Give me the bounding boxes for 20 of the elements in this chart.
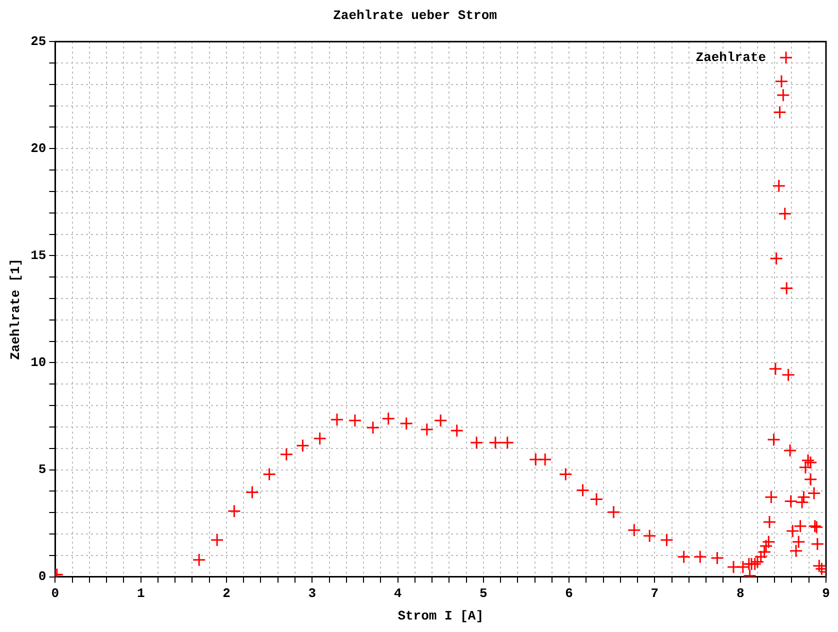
x-tick-label: 9 <box>822 586 830 601</box>
x-axis-title: Strom I [A] <box>398 608 484 624</box>
x-tick-label: 7 <box>650 586 659 601</box>
y-tick-label: 20 <box>30 140 46 156</box>
y-axis-title: Zaehlrate [1] <box>8 258 24 360</box>
x-tick-label: 4 <box>394 586 402 601</box>
y-tick-label: 15 <box>30 248 46 263</box>
y-tick-label: 5 <box>38 462 46 478</box>
x-tick-label: 3 <box>308 586 316 601</box>
y-tick-label: 25 <box>30 34 46 49</box>
x-tick-label: 2 <box>222 586 231 601</box>
x-tick-label: 8 <box>736 586 744 601</box>
y-tick-label: 0 <box>38 569 46 584</box>
x-tick-label: 0 <box>51 586 60 601</box>
y-tick-label: 10 <box>30 355 46 370</box>
legend-label: Zaehlrate <box>696 50 766 65</box>
chart-title: Zaehlrate ueber Strom <box>333 8 498 24</box>
x-tick-label: 1 <box>136 586 145 601</box>
x-tick-label: 6 <box>565 586 574 601</box>
x-tick-label: 5 <box>480 586 488 601</box>
